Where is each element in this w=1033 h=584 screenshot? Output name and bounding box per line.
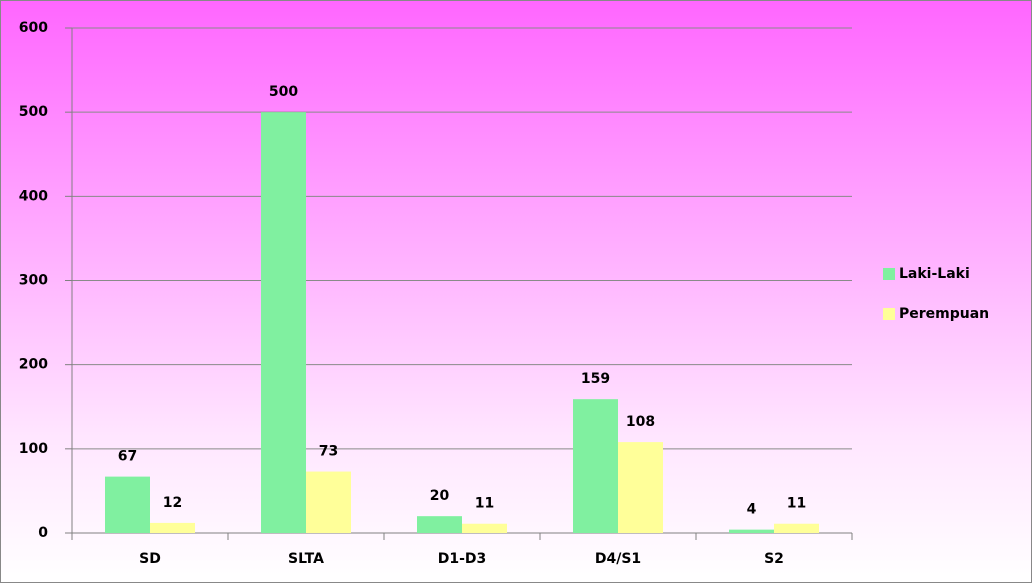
data-label: 4 bbox=[747, 502, 757, 518]
y-tick-label: 300 bbox=[19, 273, 48, 289]
legend-label: Laki-Laki bbox=[899, 266, 970, 282]
y-tick-label: 0 bbox=[38, 525, 48, 541]
data-label: 67 bbox=[118, 449, 137, 465]
x-tick-label: D4/S1 bbox=[595, 551, 641, 567]
data-label: 108 bbox=[626, 414, 655, 430]
bar bbox=[573, 399, 618, 533]
y-tick-label: 500 bbox=[19, 104, 48, 120]
data-label: 500 bbox=[269, 84, 298, 100]
x-tick-label: SD bbox=[139, 551, 161, 567]
x-tick-label: D1-D3 bbox=[438, 551, 487, 567]
bar bbox=[618, 442, 663, 533]
x-tick-label: S2 bbox=[764, 551, 784, 567]
data-label: 11 bbox=[475, 496, 494, 512]
legend-swatch bbox=[883, 308, 895, 320]
bar bbox=[774, 523, 819, 533]
x-tick-label: SLTA bbox=[288, 551, 324, 567]
y-tick-label: 400 bbox=[19, 188, 48, 204]
y-tick-label: 600 bbox=[19, 20, 48, 36]
bar bbox=[105, 476, 150, 533]
y-tick-label: 100 bbox=[19, 441, 48, 457]
data-label: 11 bbox=[787, 496, 806, 512]
bar bbox=[462, 523, 507, 533]
data-label: 20 bbox=[430, 488, 450, 504]
legend-swatch bbox=[883, 268, 895, 280]
bar bbox=[729, 529, 774, 533]
bar bbox=[150, 522, 195, 533]
bar bbox=[417, 516, 462, 533]
data-label: 159 bbox=[581, 371, 610, 387]
bar bbox=[306, 471, 351, 533]
data-label: 73 bbox=[319, 444, 338, 460]
bar bbox=[261, 112, 306, 534]
legend-label: Perempuan bbox=[899, 306, 989, 322]
data-label: 12 bbox=[163, 495, 182, 511]
y-tick-label: 200 bbox=[19, 357, 48, 373]
